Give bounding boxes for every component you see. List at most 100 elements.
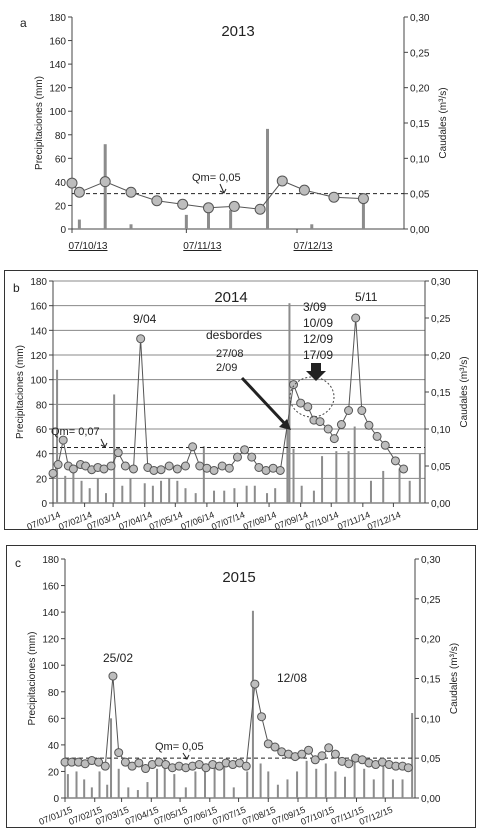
y-tick-label: 100 xyxy=(42,661,59,672)
mean-label: Qm= 0,05 xyxy=(192,172,241,184)
x-tick-label: 07/07/14 xyxy=(210,510,246,532)
precip-bar xyxy=(136,790,139,798)
precip-bar xyxy=(151,485,154,503)
precip-bar xyxy=(96,478,99,503)
flow-point xyxy=(241,761,251,771)
y2-tick-label: 0,30 xyxy=(431,277,451,288)
flow-point xyxy=(224,463,234,473)
chart-title: 2013 xyxy=(221,23,254,40)
flow-line xyxy=(71,180,364,210)
y-tick-label: 0 xyxy=(60,225,66,236)
flow-point xyxy=(228,200,240,212)
y-tick-label: 120 xyxy=(42,635,59,646)
x-tick-label: 07/10/15 xyxy=(299,805,335,827)
flow-point xyxy=(303,402,313,412)
precip-bar xyxy=(223,490,226,503)
precip-bar xyxy=(335,451,338,503)
precip-bar xyxy=(286,779,289,798)
precip-bar xyxy=(184,488,187,503)
precip-bar xyxy=(176,480,179,503)
flow-point xyxy=(310,755,320,765)
precip-bar xyxy=(56,369,59,503)
annotation-label: 25/02 xyxy=(103,651,133,665)
flow-point xyxy=(113,448,123,458)
mean-arrow xyxy=(182,752,190,760)
flow-point xyxy=(240,445,250,455)
x-tick-label: 07/01/15 xyxy=(38,805,74,827)
flow-point xyxy=(136,334,146,344)
x-tick-label: 07/06/14 xyxy=(179,510,215,532)
y-tick-label: 40 xyxy=(36,450,48,461)
precip-bar xyxy=(259,763,262,798)
y2-tick-label: 0,15 xyxy=(410,119,430,130)
precip-bar xyxy=(245,485,248,503)
precip-bar xyxy=(305,760,308,798)
y-tick-label: 140 xyxy=(49,60,66,71)
annotation-label: 10/09 xyxy=(303,316,333,330)
precip-bar xyxy=(229,210,233,229)
flow-point xyxy=(94,757,104,767)
precip-bar xyxy=(369,480,372,503)
precip-bar xyxy=(321,456,324,503)
y2-tick-label: 0,20 xyxy=(421,635,441,646)
x-tick-label: 07/10/14 xyxy=(304,510,340,532)
y-tick-label: 20 xyxy=(36,474,48,485)
x-tick-label: 07/12/15 xyxy=(358,805,394,827)
panel-c: 0 20 40 60 80 100 120 140 160 180 0,00 0,05 0,10 0,15… xyxy=(6,545,476,828)
precip-bar xyxy=(66,774,69,798)
precip-bar xyxy=(292,448,295,503)
flow-point xyxy=(254,203,266,215)
precip-bar xyxy=(223,766,226,798)
precip-bar xyxy=(146,782,149,798)
precip-bar xyxy=(77,219,81,229)
y2-tick-label: 0,30 xyxy=(410,13,430,24)
precip-bar xyxy=(372,779,375,798)
precip-bar xyxy=(253,485,256,503)
chart-b: 0 20 40 60 80 100 120 140 160 180 0,00 0,05 0,10 0,15… xyxy=(13,277,470,532)
precip-bar xyxy=(347,451,350,503)
precip-bar xyxy=(160,480,163,503)
flow-point xyxy=(232,452,242,462)
precip-bar xyxy=(344,776,346,798)
y-tick-label: 180 xyxy=(30,277,47,288)
flow-point xyxy=(289,380,299,390)
flow-point xyxy=(48,468,58,478)
x-tick-label: 07/01/14 xyxy=(26,510,62,532)
y-axis-label: Precipitaciones (mm) xyxy=(34,76,45,170)
x-tick-label: 07/08/14 xyxy=(242,510,278,532)
y2-tick-label: 0,00 xyxy=(410,225,430,236)
y-tick-label: 60 xyxy=(36,425,48,436)
chart-title: 2015 xyxy=(222,569,255,586)
precip-bar xyxy=(127,787,130,798)
y-tick-label: 80 xyxy=(36,400,48,411)
flow-point xyxy=(270,742,280,752)
x-tick-label: 07/05/15 xyxy=(153,805,189,827)
flow-point xyxy=(172,464,182,474)
x-tick-label: 07/04/14 xyxy=(117,510,153,532)
y-tick-label: 100 xyxy=(30,376,47,387)
y2-tick-label: 0,05 xyxy=(421,754,441,765)
y2-tick-label: 0,10 xyxy=(421,714,441,725)
precip-bar xyxy=(408,480,411,503)
panel-b: 0 20 40 60 80 100 120 140 160 180 0,00 0,05 0,10 0,15… xyxy=(4,270,478,532)
flow-point xyxy=(68,464,78,474)
precip-bar xyxy=(267,771,270,798)
precip-bar xyxy=(206,211,210,229)
flow-point xyxy=(250,679,260,689)
precip-bar xyxy=(213,760,216,798)
annotation-label: 17/09 xyxy=(303,348,333,362)
flow-point xyxy=(66,177,78,189)
flow-point xyxy=(328,191,340,203)
flow-point xyxy=(324,743,334,753)
precip-bar xyxy=(129,478,132,503)
chart-c: 0 20 40 60 80 100 120 140 160 180 0,00 0,05 0,10 0,15… xyxy=(15,555,460,827)
precip-bar xyxy=(64,475,67,503)
precip-bar xyxy=(110,718,113,798)
y2-tick-label: 0,25 xyxy=(431,314,451,325)
flow-point xyxy=(114,748,124,758)
y2-tick-label: 0,05 xyxy=(431,462,451,473)
precip-bar xyxy=(90,787,93,798)
flow-point xyxy=(323,424,333,434)
flow-point xyxy=(399,464,409,474)
precip-bar xyxy=(246,771,249,798)
